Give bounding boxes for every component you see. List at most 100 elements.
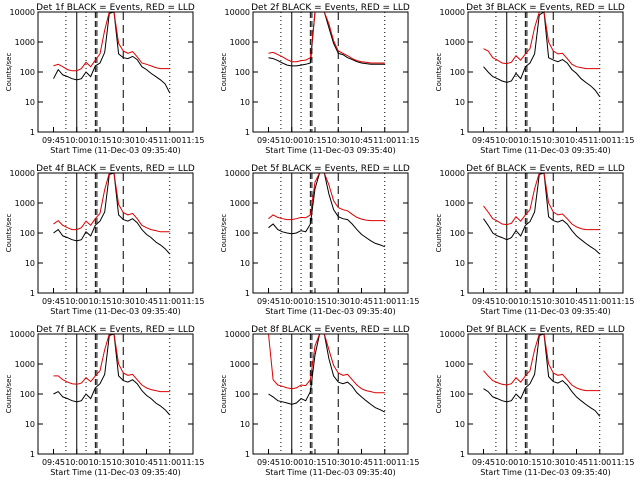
x-axis-label: Start Time (11-Dec-03 09:35:40) — [480, 468, 611, 477]
x-axis-label: Start Time (11-Dec-03 09:35:40) — [265, 146, 396, 155]
x-tick-label: 09:45 — [42, 297, 65, 306]
x-tick-label: 11:00 — [158, 136, 181, 145]
y-tick-label: 1000 — [230, 360, 250, 369]
series-line-events — [53, 333, 171, 416]
y-tick-label: 10000 — [225, 330, 250, 339]
x-tick-label: 10:00 — [495, 136, 518, 145]
series-line-lld — [268, 333, 385, 394]
series-line-events — [483, 333, 601, 417]
x-tick-label: 11:15 — [396, 136, 419, 145]
series-line-events — [53, 11, 171, 94]
y-tick-label: 100 — [20, 390, 35, 399]
y-tick-label: 10000 — [10, 169, 35, 178]
x-tick-label: 11:00 — [373, 297, 396, 306]
y-tick-label: 10000 — [440, 330, 465, 339]
chart-panel-9: Det 9f BLACK = Events, RED = LLD 1 10 100 10… — [435, 325, 635, 477]
y-tick-label: 10000 — [440, 169, 465, 178]
chart-title: Det 6f BLACK = Events, RED = LLD — [466, 164, 625, 174]
x-tick-label: 10:15 — [518, 136, 541, 145]
chart-panel-8: Det 8f BLACK = Events, RED = LLD 1 10 100 10… — [220, 325, 420, 477]
y-axis-label: Counts/sec — [5, 53, 13, 92]
chart-title: Det 3f BLACK = Events, RED = LLD — [466, 3, 625, 13]
x-tick-label: 11:00 — [373, 136, 396, 145]
chart-title: Det 9f BLACK = Events, RED = LLD — [466, 325, 625, 335]
y-axis-label: Counts/sec — [5, 375, 13, 414]
x-tick-label: 10:45 — [135, 297, 158, 306]
y-tick-label: 1 — [460, 128, 465, 137]
x-tick-label: 10:45 — [350, 458, 373, 467]
x-tick-label: 11:15 — [181, 458, 204, 467]
series-line-events — [483, 172, 601, 255]
y-tick-label: 1 — [30, 128, 35, 137]
x-tick-label: 10:30 — [112, 136, 135, 145]
y-tick-label: 10 — [240, 98, 250, 107]
x-tick-label: 09:45 — [257, 297, 280, 306]
y-tick-label: 100 — [20, 68, 35, 77]
series-line-lld — [268, 11, 385, 64]
y-axis-label: Counts/sec — [435, 214, 443, 253]
x-tick-label: 10:00 — [65, 297, 88, 306]
y-tick-label: 1000 — [445, 360, 465, 369]
x-tick-label: 10:45 — [565, 297, 588, 306]
x-tick-label: 11:00 — [158, 458, 181, 467]
x-tick-label: 10:15 — [303, 458, 326, 467]
x-tick-label: 11:00 — [373, 458, 396, 467]
x-tick-label: 10:45 — [350, 136, 373, 145]
x-tick-label: 09:45 — [42, 458, 65, 467]
x-tick-label: 10:45 — [350, 297, 373, 306]
x-tick-label: 09:45 — [472, 458, 495, 467]
x-tick-label: 09:45 — [42, 136, 65, 145]
series-line-events — [483, 11, 601, 97]
y-tick-label: 1000 — [230, 199, 250, 208]
x-tick-label: 10:45 — [135, 136, 158, 145]
y-tick-label: 100 — [450, 68, 465, 77]
y-axis-label: Counts/sec — [435, 375, 443, 414]
y-tick-label: 10 — [25, 259, 35, 268]
chart-panel-6: Det 6f BLACK = Events, RED = LLD 1 10 100 10… — [435, 164, 635, 316]
y-tick-label: 10 — [455, 259, 465, 268]
x-tick-label: 10:15 — [88, 297, 111, 306]
y-axis-label: Counts/sec — [220, 53, 228, 92]
y-tick-label: 1 — [245, 289, 250, 298]
x-tick-label: 11:15 — [181, 297, 204, 306]
y-tick-label: 100 — [450, 390, 465, 399]
chart-panel-3: Det 3f BLACK = Events, RED = LLD 1 10 100 10… — [435, 3, 635, 155]
chart-title: Det 5f BLACK = Events, RED = LLD — [251, 164, 410, 174]
x-tick-label: 10:00 — [495, 297, 518, 306]
series-line-events — [53, 172, 171, 255]
x-tick-label: 10:00 — [280, 297, 303, 306]
x-tick-label: 10:15 — [303, 297, 326, 306]
x-tick-label: 09:45 — [472, 136, 495, 145]
y-tick-label: 10000 — [225, 8, 250, 17]
y-tick-label: 100 — [235, 229, 250, 238]
chart-title: Det 8f BLACK = Events, RED = LLD — [251, 325, 410, 335]
x-axis-label: Start Time (11-Dec-03 09:35:40) — [50, 307, 181, 316]
x-tick-label: 10:30 — [542, 297, 565, 306]
y-axis-label: Counts/sec — [220, 214, 228, 253]
x-axis-label: Start Time (11-Dec-03 09:35:40) — [265, 468, 396, 477]
x-tick-label: 10:15 — [303, 136, 326, 145]
y-tick-label: 1 — [30, 289, 35, 298]
x-tick-label: 10:15 — [518, 297, 541, 306]
x-tick-label: 10:45 — [135, 458, 158, 467]
y-tick-label: 1 — [30, 450, 35, 459]
y-tick-label: 1000 — [230, 38, 250, 47]
y-tick-label: 10000 — [225, 169, 250, 178]
x-tick-label: 11:00 — [588, 297, 611, 306]
x-tick-label: 10:30 — [327, 297, 350, 306]
y-tick-label: 1 — [245, 128, 250, 137]
chart-title: Det 4f BLACK = Events, RED = LLD — [36, 164, 195, 174]
y-axis-label: Counts/sec — [220, 375, 228, 414]
x-tick-label: 10:00 — [495, 458, 518, 467]
y-tick-label: 10 — [25, 420, 35, 429]
x-tick-label: 09:45 — [257, 458, 280, 467]
x-tick-label: 10:15 — [88, 136, 111, 145]
y-tick-label: 10 — [240, 420, 250, 429]
y-tick-label: 100 — [235, 68, 250, 77]
x-tick-label: 11:00 — [588, 136, 611, 145]
x-tick-label: 10:30 — [542, 136, 565, 145]
y-tick-label: 100 — [20, 229, 35, 238]
y-tick-label: 1 — [460, 289, 465, 298]
x-tick-label: 10:00 — [65, 458, 88, 467]
